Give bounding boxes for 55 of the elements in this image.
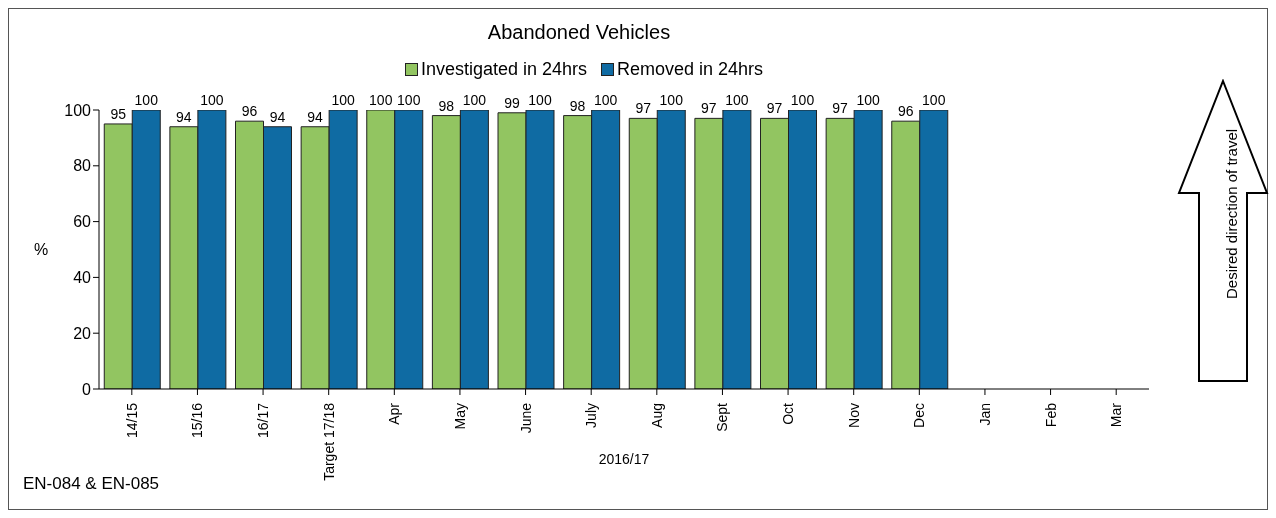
data-label: 100 bbox=[200, 92, 224, 108]
x-tick-label: 14/15 bbox=[123, 402, 140, 439]
x-tick-label: 16/17 bbox=[255, 402, 272, 439]
y-tick-label: 80 bbox=[73, 157, 92, 175]
x-tick-label: Jan bbox=[976, 403, 993, 426]
y-tick-label: 60 bbox=[73, 213, 92, 231]
data-label: 100 bbox=[462, 92, 487, 108]
data-label: 96 bbox=[897, 103, 914, 120]
data-label: 94 bbox=[269, 108, 286, 125]
legend-label: Investigated in 24hrs bbox=[420, 59, 588, 80]
data-label: 97 bbox=[701, 100, 717, 117]
data-label: 100 bbox=[134, 92, 159, 108]
text: Desired direction of travel bbox=[1223, 128, 1240, 299]
x-tick-label: Nov bbox=[845, 403, 862, 428]
x-tick-label: 15/16 bbox=[189, 402, 206, 439]
data-label: 100 bbox=[922, 92, 946, 108]
data-label: 100 bbox=[397, 92, 421, 108]
data-label: 100 bbox=[856, 92, 881, 108]
x-tick-label: Mar bbox=[1108, 402, 1125, 428]
x-tick-label: Feb bbox=[1042, 402, 1059, 428]
x-tick-label: Dec bbox=[911, 403, 928, 428]
x-tick-label: Sept bbox=[714, 402, 731, 432]
y-tick-label: 0 bbox=[82, 380, 92, 398]
data-label: 94 bbox=[307, 108, 324, 125]
x-tick-label: Target 17/18 bbox=[320, 402, 337, 481]
x-tick-label: June bbox=[517, 402, 534, 434]
data-label: 98 bbox=[438, 97, 455, 114]
chart-title: Abandoned Vehicles bbox=[486, 21, 672, 44]
legend-label: Removed in 24hrs bbox=[617, 59, 764, 80]
data-label: 97 bbox=[635, 100, 652, 117]
x-tick-label: Oct bbox=[780, 402, 797, 425]
data-label: 95 bbox=[110, 105, 127, 122]
x-tick-label: Apr bbox=[386, 402, 403, 425]
data-label: 97 bbox=[766, 100, 783, 117]
data-label: 99 bbox=[504, 94, 520, 111]
text: EN-084 & EN-085 bbox=[23, 474, 160, 494]
data-label: 98 bbox=[569, 97, 586, 114]
data-label: 100 bbox=[593, 92, 618, 108]
x-tick-label: July bbox=[583, 403, 600, 428]
y-axis-title: % bbox=[34, 241, 49, 259]
y-tick-label: 40 bbox=[73, 269, 92, 287]
data-label: 100 bbox=[659, 92, 684, 108]
data-label: 100 bbox=[725, 92, 749, 108]
data-label: 100 bbox=[790, 92, 815, 108]
x-axis-title: 2016/17 bbox=[598, 451, 650, 467]
data-label: 100 bbox=[331, 92, 356, 108]
data-label: 97 bbox=[832, 100, 849, 117]
y-tick-label: 20 bbox=[73, 324, 92, 342]
data-label: 94 bbox=[176, 108, 192, 125]
x-tick-label: Aug bbox=[648, 403, 665, 428]
x-tick-label: May bbox=[451, 403, 468, 430]
data-label: 96 bbox=[241, 103, 258, 120]
data-label: 100 bbox=[528, 92, 552, 108]
y-tick-label: 100 bbox=[64, 101, 92, 119]
data-label: 100 bbox=[369, 92, 393, 108]
